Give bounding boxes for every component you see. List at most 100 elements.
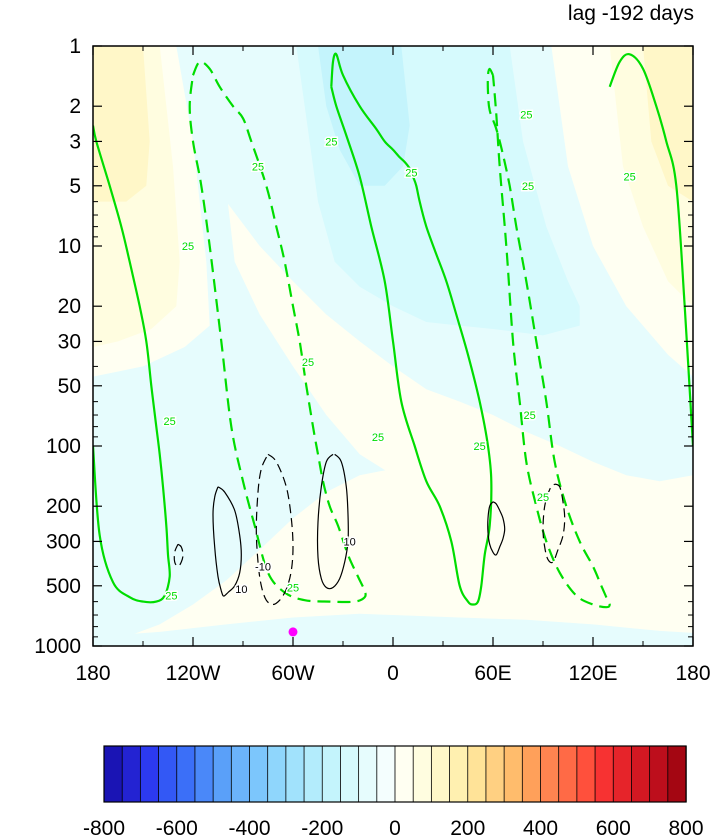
y-tick-label-0: 1 bbox=[69, 35, 81, 58]
contour-line-pos10-6 bbox=[316, 453, 349, 590]
y-tick-label-2: 3 bbox=[69, 130, 81, 153]
colorbar-bin-7 bbox=[230, 745, 251, 803]
y-tick-label-1: 2 bbox=[69, 95, 81, 118]
colorbar-tick-label-4: 0 bbox=[389, 817, 401, 838]
colorbar-tick-label-7: 600 bbox=[596, 817, 631, 838]
y-tick-label-4: 10 bbox=[58, 235, 81, 258]
colorbar-bin-27 bbox=[594, 745, 614, 803]
x-tick-label-3: 0 bbox=[387, 662, 399, 685]
contour-line-pos25-4 bbox=[486, 67, 611, 609]
y-tick-label-9: 200 bbox=[46, 495, 81, 518]
contour-label-7: 25 bbox=[372, 432, 384, 444]
colorbar-bin-5 bbox=[194, 745, 214, 803]
colorbar-bin-14 bbox=[358, 745, 378, 803]
contour-layer bbox=[93, 52, 693, 609]
colorbar-bin-22 bbox=[503, 745, 524, 803]
colorbar-tick-label-0: -800 bbox=[83, 817, 125, 838]
colorbar-tick-label-8: 800 bbox=[668, 817, 703, 838]
y-tick-label-7: 50 bbox=[58, 375, 81, 398]
chart-title: lag -192 days bbox=[568, 2, 694, 25]
y-axis: 1 2 3 5 10 20 30 50 100 200 300 500 1000 bbox=[34, 35, 693, 658]
y-tick-label-8: 100 bbox=[46, 435, 81, 458]
colorbar-bin-24 bbox=[540, 745, 560, 803]
colorbar-bin-0 bbox=[103, 745, 123, 803]
colorbar-tick-label-1: -600 bbox=[156, 817, 198, 838]
field-negative-upper-core bbox=[318, 46, 410, 186]
colorbar-bin-16 bbox=[394, 745, 414, 803]
contour-line-pos25-0 bbox=[93, 125, 171, 604]
colorbar-bin-13 bbox=[340, 745, 360, 803]
colorbar-tick-label-5: 200 bbox=[450, 817, 485, 838]
y-tick-label-11: 500 bbox=[46, 575, 81, 598]
colorbar-bin-31 bbox=[667, 745, 687, 803]
contour-label-9: 25 bbox=[474, 441, 486, 453]
contour-label-2: 25 bbox=[182, 241, 194, 253]
y-tick-label-5: 20 bbox=[58, 295, 81, 318]
contour-label-8: 25 bbox=[405, 168, 417, 180]
colorbar-tick-label-3: -200 bbox=[301, 817, 343, 838]
field-positive-upper-left-core bbox=[93, 46, 150, 202]
x-tick-label-2: 60W bbox=[271, 662, 314, 685]
colorbar-bin-10 bbox=[285, 745, 305, 803]
colorbar-bin-17 bbox=[412, 745, 433, 803]
y-tick-label-10: 300 bbox=[46, 530, 81, 553]
colorbar-bin-19 bbox=[449, 745, 469, 803]
colorbar: -800 -600 -400 -200 0 200 400 600 800 bbox=[83, 745, 704, 838]
colorbar-bin-18 bbox=[430, 745, 451, 803]
colorbar-bin-8 bbox=[249, 745, 269, 803]
contour-label-3: 25 bbox=[252, 161, 264, 173]
colorbar-bin-23 bbox=[521, 745, 542, 803]
x-tick-label-0: 180 bbox=[75, 662, 110, 685]
contour-line-pos10-7 bbox=[487, 501, 506, 556]
colorbar-tick-label-6: 400 bbox=[523, 817, 558, 838]
colorbar-bin-12 bbox=[321, 745, 342, 803]
field-light-positive-lower bbox=[93, 446, 693, 646]
colorbar-bin-9 bbox=[267, 745, 287, 803]
y-tick-label-6: 30 bbox=[58, 330, 81, 353]
colorbar-bin-21 bbox=[485, 745, 505, 803]
colorbar-bin-1 bbox=[121, 745, 142, 803]
colorbar-bin-2 bbox=[139, 745, 160, 803]
x-tick-label-4: 60E bbox=[474, 662, 511, 685]
colorbar-bin-26 bbox=[576, 745, 596, 803]
shaded-field-layer bbox=[93, 46, 693, 646]
x-tick-label-6: 180 bbox=[675, 662, 710, 685]
x-tick-label-5: 120E bbox=[568, 662, 617, 685]
contour-line-pos25-3 bbox=[188, 60, 367, 604]
marker-dot bbox=[288, 627, 298, 637]
field-light-negative-lower bbox=[93, 46, 693, 646]
colorbar-bin-30 bbox=[649, 745, 669, 803]
contour-line-neg10-10 bbox=[542, 483, 566, 564]
contour-label-layer: 25 25 25 25 25 25 25 25 25 25 25 25 25 25 25 10 10 -10 bbox=[162, 108, 637, 604]
field-light-negative-surface bbox=[93, 613, 693, 646]
y-tick-label-12: 1000 bbox=[34, 635, 81, 658]
contour-label-6: 25 bbox=[325, 136, 337, 148]
contour-label-15: 10 bbox=[235, 584, 247, 596]
contour-line-neg10-9 bbox=[173, 543, 184, 568]
contour-label-14: 25 bbox=[624, 172, 636, 184]
colorbar-bin-6 bbox=[212, 745, 233, 803]
contour-label-12: 25 bbox=[537, 492, 549, 504]
x-axis: 180 120W 60W 0 60E 120E 180 bbox=[75, 46, 711, 685]
colorbar-bin-15 bbox=[376, 745, 396, 803]
marker-layer bbox=[288, 627, 298, 637]
contour-label-4: 25 bbox=[302, 357, 314, 369]
colorbar-bin-29 bbox=[631, 745, 651, 803]
contour-label-17: -10 bbox=[255, 561, 271, 573]
contour-line-neg10-8 bbox=[255, 453, 294, 606]
contour-label-10: 25 bbox=[522, 181, 534, 193]
contour-label-0: 25 bbox=[164, 416, 176, 428]
contour-label-1: 25 bbox=[165, 591, 177, 603]
colorbar-bin-20 bbox=[467, 745, 487, 803]
contour-label-5: 25 bbox=[287, 583, 299, 595]
colorbar-bin-28 bbox=[612, 745, 633, 803]
colorbar-bin-11 bbox=[303, 745, 323, 803]
contour-label-16: 10 bbox=[344, 536, 356, 548]
contour-label-13: 25 bbox=[520, 109, 532, 121]
field-positive-upper-right-core bbox=[643, 46, 693, 202]
colorbar-bin-25 bbox=[558, 745, 578, 803]
y-tick-label-3: 5 bbox=[69, 175, 81, 198]
colorbar-tick-label-2: -400 bbox=[228, 817, 270, 838]
x-tick-label-1: 120W bbox=[166, 662, 221, 685]
